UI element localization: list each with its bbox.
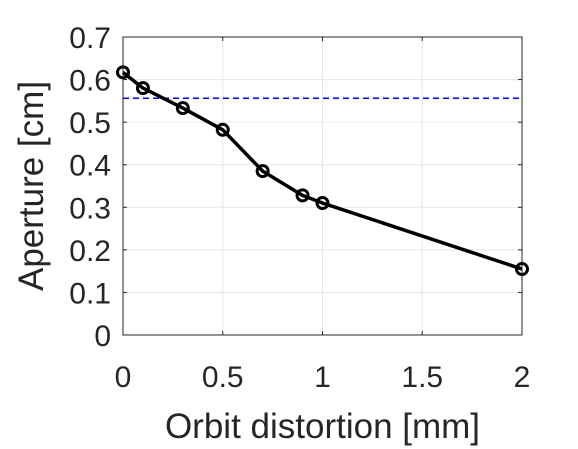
data-point — [135, 81, 150, 96]
y-tick-label: 0.2 — [69, 235, 111, 268]
x-tick-label: 2 — [514, 361, 531, 394]
y-axis-label: Aperture [cm] — [12, 81, 51, 291]
series-line — [121, 70, 523, 271]
x-tick-labels: 0 0.5 1 1.5 2 — [115, 361, 531, 394]
y-tick-label: 0.5 — [69, 107, 111, 140]
data-point — [315, 196, 330, 211]
y-tick-label: 0.3 — [69, 192, 111, 225]
y-tick-label: 0.1 — [69, 277, 111, 310]
data-point — [295, 188, 310, 203]
ticks — [122, 36, 523, 336]
data-point — [215, 122, 230, 137]
data-point — [175, 101, 190, 116]
y-tick-label: 0.6 — [69, 65, 111, 98]
y-tick-label: 0.7 — [69, 22, 111, 55]
data-point — [255, 164, 270, 179]
grid — [122, 36, 523, 336]
y-tick-labels: 0 0.1 0.2 0.3 0.4 0.5 0.6 0.7 — [69, 22, 111, 353]
y-tick-label: 0.4 — [69, 150, 111, 183]
x-tick-label: 1.5 — [401, 361, 443, 394]
x-tick-label: 1 — [314, 361, 331, 394]
x-tick-label: 0 — [115, 361, 132, 394]
x-tick-label: 0.5 — [202, 361, 244, 394]
x-axis-label: Orbit distortion [mm] — [165, 407, 480, 446]
y-tick-label: 0 — [94, 320, 111, 353]
